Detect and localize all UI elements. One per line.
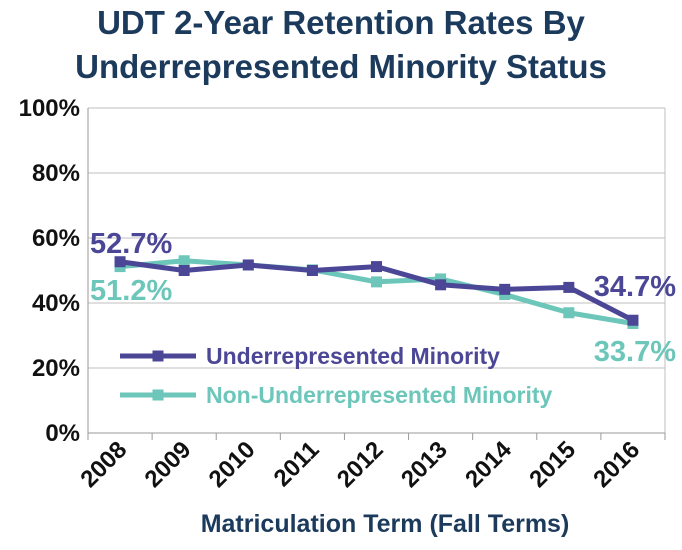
axes: [87, 108, 666, 440]
data-point-non-underrepresented-minority: [435, 273, 447, 285]
data-point-non-underrepresented-minority: [178, 255, 190, 267]
x-axis-title: Matriculation Term (Fall Terms): [201, 510, 570, 538]
x-tick-label: 2008: [75, 436, 132, 493]
x-tick-label: 2010: [204, 436, 261, 493]
x-tick-label: 2009: [140, 436, 197, 493]
legend-label-underrepresented-minority: Underrepresented Minority: [206, 343, 500, 369]
series-layer: [114, 255, 639, 329]
x-tick-label: 2014: [460, 436, 517, 493]
y-axis-ticks: 0% 20% 40% 60% 80% 100%: [19, 95, 80, 447]
data-point-underrepresented-minority: [371, 261, 382, 273]
y-tick-label: 100%: [19, 95, 80, 122]
x-tick-label: 2011: [269, 436, 325, 492]
x-tick-label: 2013: [396, 436, 453, 493]
data-label: 34.7%: [594, 271, 676, 303]
data-point-underrepresented-minority: [242, 259, 254, 271]
data-label: 51.2%: [90, 275, 172, 307]
x-tick-label: 2012: [332, 436, 389, 493]
data-point-non-underrepresented-minority: [371, 276, 382, 288]
data-point-non-underrepresented-minority: [563, 307, 575, 319]
y-tick-label: 40%: [32, 290, 80, 317]
x-tick-label: 2016: [588, 436, 645, 493]
legend-marker-non-underrepresented-minority: [152, 389, 164, 401]
y-tick-label: 80%: [32, 160, 80, 187]
chart-title-line-2: Underrepresented Minority Status: [75, 48, 607, 85]
y-tick-label: 60%: [32, 225, 80, 252]
data-label: 52.7%: [90, 228, 172, 260]
data-point-underrepresented-minority: [627, 314, 639, 326]
x-tick-label: 2015: [524, 436, 581, 493]
grid-lines: [88, 107, 665, 369]
legend: Underrepresented Minority Non-Underrepres…: [120, 343, 553, 408]
x-axis-ticks: 2008 2009 2010 2011 2012 2013 2014 2015 2016: [75, 436, 645, 493]
data-point-underrepresented-minority: [306, 265, 318, 276]
y-tick-label: 20%: [32, 355, 80, 382]
data-point-underrepresented-minority: [114, 256, 126, 268]
y-tick-label: 0%: [45, 420, 80, 447]
data-labels: 52.7% 34.7% 51.2% 33.7%: [90, 228, 676, 368]
data-point-underrepresented-minority: [499, 283, 511, 295]
legend-marker-underrepresented-minority: [152, 350, 164, 362]
data-point-underrepresented-minority: [178, 265, 190, 276]
data-point-underrepresented-minority: [435, 279, 447, 291]
legend-label-non-underrepresented-minority: Non-Underrepresented Minority: [206, 382, 553, 408]
chart-title-line-1: UDT 2-Year Retention Rates By: [97, 4, 585, 41]
data-label: 33.7%: [594, 336, 676, 368]
data-point-underrepresented-minority: [563, 281, 575, 293]
